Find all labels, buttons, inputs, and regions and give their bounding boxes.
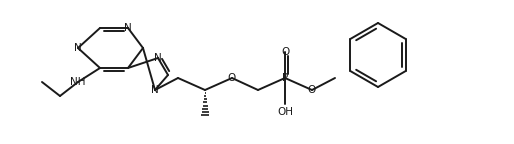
Text: O: O bbox=[281, 47, 289, 57]
Text: N: N bbox=[124, 23, 132, 33]
Text: P: P bbox=[282, 73, 288, 83]
Text: NH: NH bbox=[70, 77, 86, 87]
Text: OH: OH bbox=[277, 107, 293, 117]
Text: O: O bbox=[228, 73, 236, 83]
Text: N: N bbox=[154, 53, 162, 63]
Text: N: N bbox=[74, 43, 82, 53]
Text: O: O bbox=[308, 85, 316, 95]
Text: N: N bbox=[151, 85, 159, 95]
